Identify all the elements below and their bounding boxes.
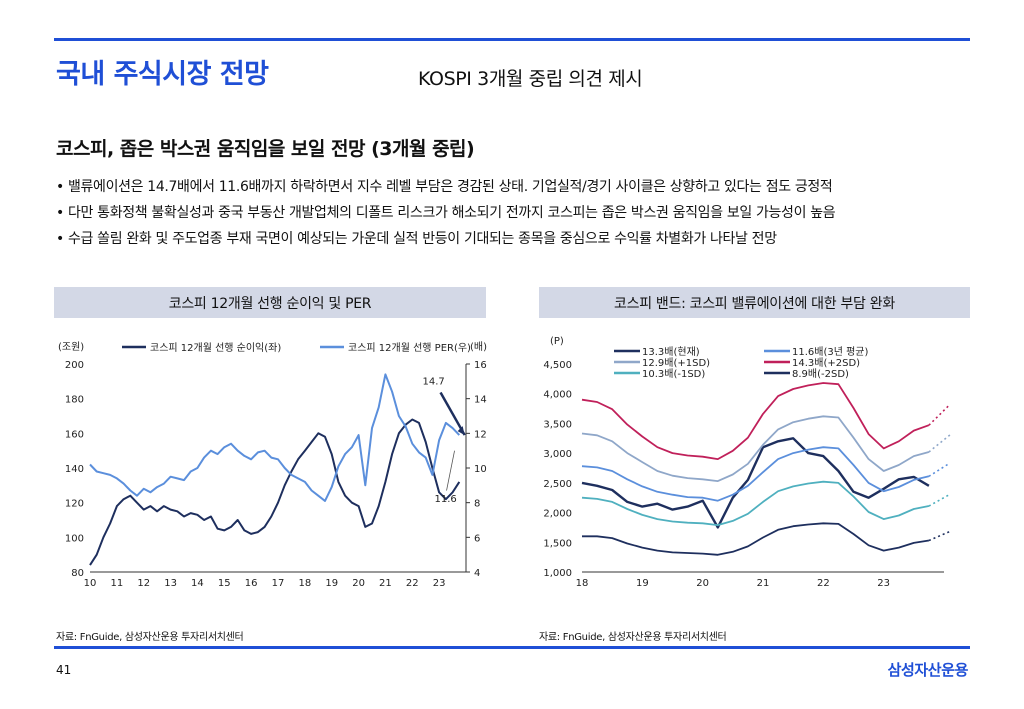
y-right-tick-label: 16 — [474, 360, 487, 371]
y-tick-label: 4,500 — [543, 360, 572, 371]
series-line — [89, 373, 461, 502]
x-tick-label: 18 — [576, 578, 589, 589]
right-chart-title: 코스피 밴드: 코스피 밸류에이션에 대한 부담 완화 — [539, 287, 970, 318]
brand-logo-text: 삼성자산운용 — [887, 661, 969, 679]
series-projection — [928, 493, 951, 507]
y-unit: (P) — [550, 336, 564, 347]
y-tick-label: 2,000 — [543, 509, 572, 520]
bottom-rule — [54, 646, 970, 649]
y-tick-label: 3,500 — [543, 419, 572, 430]
y-right-tick-label: 4 — [474, 568, 480, 579]
series-projection — [928, 403, 951, 426]
x-tick-label: 21 — [757, 578, 770, 589]
bullet-item: • 다만 통화정책 불확실성과 중국 부동산 개발업체의 디폴트 리스크가 해소되… — [56, 203, 836, 229]
x-tick-label: 18 — [298, 578, 311, 589]
left-chart-source: 자료: FnGuide, 삼성자산운용 투자리서치센터 — [56, 632, 244, 643]
x-tick-label: 10 — [84, 578, 97, 589]
y-left-unit: (조원) — [58, 341, 84, 353]
bullet-text: 수급 쏠림 완화 및 주도업종 부재 국면이 예상되는 가운데 실적 반등이 기… — [68, 231, 777, 247]
legend-label: 코스피 12개월 선행 PER(우) — [348, 342, 471, 354]
annotation-arrowhead — [457, 426, 465, 436]
bullet-list: • 밸류에이션은 14.7배에서 11.6배까지 하락하면서 지수 레벨 부담은 … — [56, 177, 836, 255]
annotation-arrow — [439, 391, 466, 436]
legend-label: 14.3배(+2SD) — [792, 357, 860, 369]
series-line — [581, 382, 930, 461]
bullet-text: 다만 통화정책 불확실성과 중국 부동산 개발업체의 디폴트 리스크가 해소되기… — [68, 205, 836, 221]
legend-label: 11.6배(3년 평균) — [792, 346, 869, 358]
y-left-tick-label: 120 — [65, 499, 84, 510]
x-tick-label: 16 — [245, 578, 258, 589]
x-tick-label: 20 — [696, 578, 709, 589]
x-tick-label: 19 — [325, 578, 338, 589]
x-tick-label: 21 — [379, 578, 392, 589]
x-tick-label: 12 — [137, 578, 150, 589]
series-line — [581, 415, 930, 483]
x-tick-label: 17 — [272, 578, 285, 589]
x-tick-label: 15 — [218, 578, 231, 589]
series-projection — [928, 462, 951, 477]
page-title: 국내 주식시장 전망 — [56, 59, 269, 90]
y-right-tick-label: 14 — [474, 395, 487, 406]
x-tick-label: 11 — [110, 578, 123, 589]
top-rule — [54, 38, 970, 41]
x-tick-label: 23 — [433, 578, 446, 589]
y-tick-label: 2,500 — [543, 479, 572, 490]
bullet-item: • 수급 쏠림 완화 및 주도업종 부재 국면이 예상되는 가운데 실적 반등이 … — [56, 229, 835, 255]
y-left-tick-label: 80 — [71, 568, 84, 579]
x-tick-label: 23 — [877, 578, 890, 589]
legend-label: 10.3배(-1SD) — [642, 368, 705, 380]
y-tick-label: 1,000 — [543, 568, 572, 579]
series-line — [581, 480, 930, 527]
series-projection — [928, 530, 951, 542]
y-right-unit: (배) — [470, 341, 487, 353]
kospi-band-chart: 18 19 20 21 22 23 1,000 1,500 2,000 2,500 3,000 3,5… — [543, 336, 951, 589]
y-right-tick-label: 12 — [474, 429, 487, 440]
y-left-tick-label: 180 — [65, 395, 84, 406]
bullet-item: • 밸류에이션은 14.7배에서 11.6배까지 하락하면서 지수 레벨 부담은 … — [56, 177, 835, 203]
legend-label: 12.9배(+1SD) — [642, 357, 710, 369]
x-tick-label: 22 — [406, 578, 419, 589]
series-line — [581, 437, 930, 529]
x-tick-label: 14 — [191, 578, 204, 589]
series-projection — [928, 434, 951, 453]
y-tick-label: 3,000 — [543, 449, 572, 460]
y-tick-label: 4,000 — [543, 390, 572, 401]
section-heading: 코스피, 좁은 박스권 움직임을 보일 전망 (3개월 중립) — [56, 138, 475, 160]
y-tick-label: 1,500 — [543, 538, 572, 549]
series-line — [581, 446, 930, 502]
x-tick-label: 19 — [636, 578, 649, 589]
y-left-tick-label: 200 — [65, 360, 84, 371]
bullet-text: 밸류에이션은 14.7배에서 11.6배까지 하락하면서 지수 레벨 부담은 경… — [68, 179, 833, 195]
annotation-low: 11.6 — [435, 494, 457, 505]
legend-label: 8.9배(-2SD) — [792, 368, 849, 380]
y-right-tick-label: 10 — [474, 464, 487, 475]
y-left-tick-label: 160 — [65, 429, 84, 440]
annotation-leader — [446, 450, 455, 491]
x-tick-label: 13 — [164, 578, 177, 589]
earnings-per-chart: 10 11 12 13 14 15 16 17 18 19 20 21 22 23 80 100 120 140 1… — [58, 341, 487, 589]
x-tick-label: 22 — [817, 578, 830, 589]
legend-label: 코스피 12개월 선행 순이익(좌) — [150, 342, 281, 354]
x-tick-label: 20 — [352, 578, 365, 589]
legend-label: 13.3배(현재) — [642, 346, 700, 358]
right-chart-source: 자료: FnGuide, 삼성자산운용 투자리서치센터 — [539, 632, 727, 643]
y-left-tick-label: 100 — [65, 533, 84, 544]
page-subtitle: KOSPI 3개월 중립 의견 제시 — [418, 68, 643, 90]
bullet-marker: • — [56, 231, 64, 247]
bullet-marker: • — [56, 179, 64, 195]
series-line — [89, 418, 461, 566]
bullet-marker: • — [56, 205, 64, 221]
series-line — [582, 522, 930, 556]
left-chart-title: 코스피 12개월 선행 순이익 및 PER — [54, 287, 486, 318]
page-number: 41 — [56, 663, 72, 677]
annotation-high: 14.7 — [423, 377, 445, 388]
y-right-tick-label: 6 — [474, 533, 480, 544]
y-left-tick-label: 140 — [65, 464, 84, 475]
y-right-tick-label: 8 — [474, 499, 480, 510]
